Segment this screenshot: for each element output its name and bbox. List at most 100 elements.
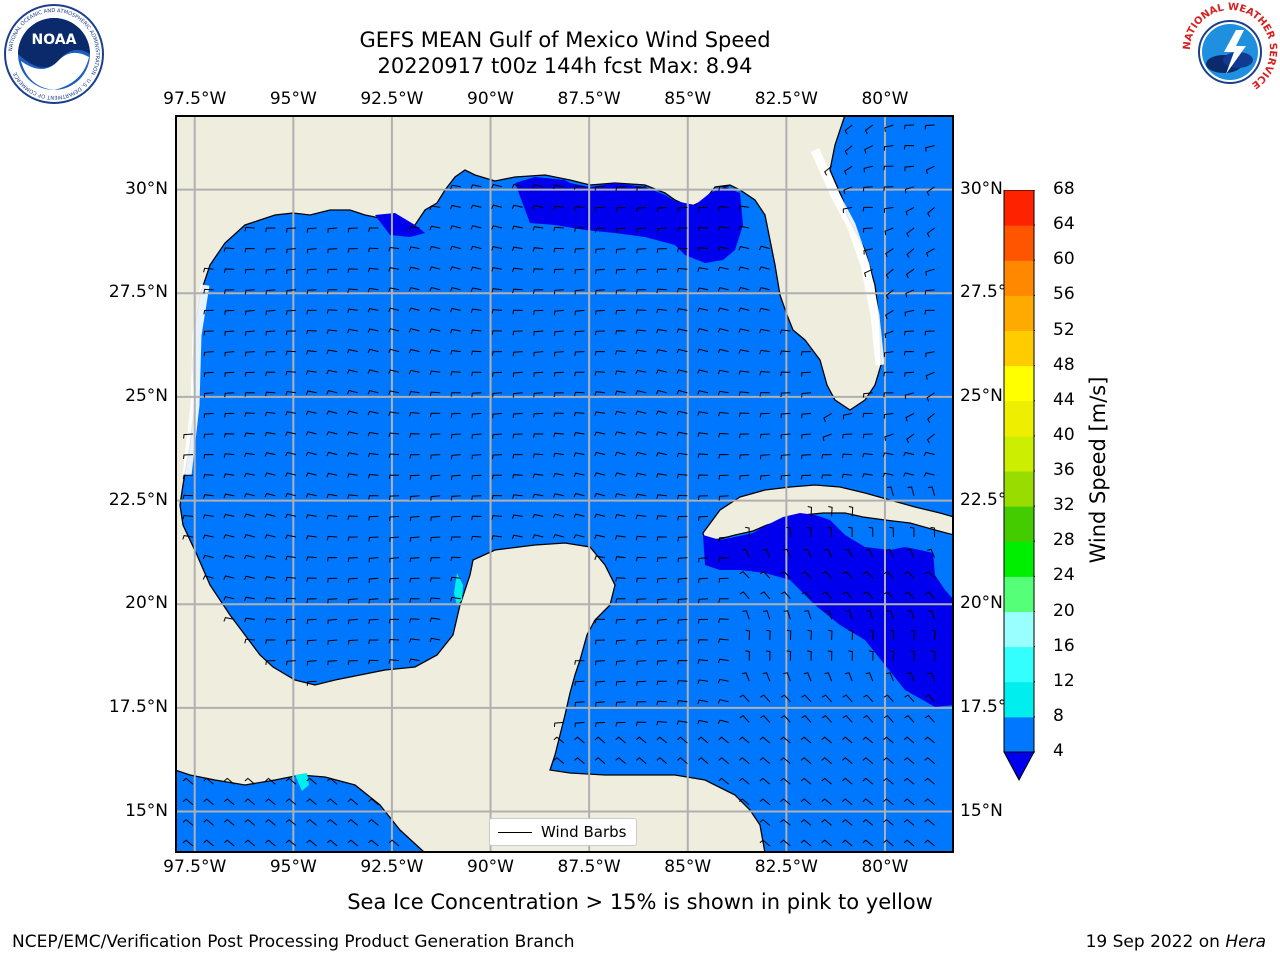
latitude-label: 27.5°N bbox=[108, 282, 168, 303]
wind-barb bbox=[636, 701, 647, 706]
wind-barb bbox=[925, 591, 935, 600]
wind-barb bbox=[636, 289, 647, 294]
wind-barb bbox=[862, 206, 873, 212]
wind-barb bbox=[930, 526, 936, 538]
wind-barb bbox=[926, 227, 935, 238]
wind-barb bbox=[803, 672, 812, 682]
wind-barb bbox=[326, 410, 338, 415]
wind-barb bbox=[285, 431, 297, 436]
wind-barb bbox=[780, 839, 791, 847]
wind-barb bbox=[388, 348, 400, 354]
wind-barb bbox=[889, 526, 894, 538]
wind-barb bbox=[430, 474, 441, 480]
wind-barb bbox=[450, 184, 461, 190]
wind-barb bbox=[926, 548, 936, 558]
wind-barb bbox=[182, 798, 194, 806]
wind-barb bbox=[676, 700, 688, 705]
wind-barb bbox=[327, 618, 338, 625]
wind-barb bbox=[224, 371, 235, 377]
wind-barb bbox=[925, 268, 935, 276]
wind-barb bbox=[203, 474, 214, 479]
wind-barb bbox=[821, 715, 832, 723]
wind-barb bbox=[614, 514, 626, 519]
wind-barb bbox=[511, 183, 523, 189]
wind-barb bbox=[532, 473, 544, 479]
wind-barb bbox=[863, 392, 873, 398]
wind-barb bbox=[762, 672, 771, 682]
wind-barb bbox=[615, 248, 626, 254]
wind-barb bbox=[574, 391, 585, 397]
wind-barb bbox=[697, 719, 709, 725]
wind-barb bbox=[841, 818, 853, 826]
wind-barb bbox=[738, 391, 750, 396]
wind-barb bbox=[801, 412, 812, 419]
wind-barb bbox=[717, 246, 729, 251]
wind-barb bbox=[470, 308, 482, 314]
wind-barb bbox=[429, 328, 441, 333]
wind-barb bbox=[801, 715, 812, 723]
wind-barb bbox=[615, 186, 626, 191]
wind-barb bbox=[907, 486, 915, 496]
wind-barb bbox=[783, 610, 791, 620]
wind-barb bbox=[759, 736, 771, 744]
wind-barb bbox=[491, 183, 503, 189]
wind-barb bbox=[885, 309, 894, 319]
wind-barb bbox=[532, 268, 544, 273]
wind-barb bbox=[368, 536, 379, 542]
colorbar-tick-label: 4 bbox=[1053, 741, 1064, 761]
wind-barb bbox=[306, 289, 317, 295]
wind-barb bbox=[347, 639, 358, 645]
wind-barb bbox=[904, 165, 915, 172]
wind-barb bbox=[717, 719, 729, 725]
wind-barb bbox=[843, 186, 853, 195]
wind-barb bbox=[595, 248, 606, 254]
wind-barb bbox=[450, 328, 461, 334]
wind-barb bbox=[841, 757, 853, 764]
wind-barb bbox=[552, 513, 564, 519]
wind-barb bbox=[326, 514, 338, 520]
wind-barb bbox=[594, 330, 606, 336]
wind-barb bbox=[326, 451, 338, 457]
wind-speed-8-12-patch bbox=[454, 573, 463, 605]
wind-barb bbox=[203, 453, 214, 459]
wind-barb bbox=[512, 351, 523, 357]
wind-barb bbox=[864, 124, 874, 135]
wind-barb bbox=[265, 289, 276, 295]
wind-barb bbox=[573, 452, 585, 457]
wind-barb bbox=[326, 329, 338, 334]
longitude-label: 87.5°W bbox=[557, 857, 621, 877]
wind-barb bbox=[532, 205, 544, 210]
wind-barb bbox=[244, 371, 255, 377]
wind-barb bbox=[783, 672, 791, 682]
wind-barb bbox=[409, 536, 420, 542]
wind-barb bbox=[264, 452, 276, 457]
wind-barb bbox=[533, 289, 544, 294]
wind-barb bbox=[883, 694, 894, 703]
wind-barb bbox=[285, 411, 297, 416]
wind-barb bbox=[409, 577, 420, 583]
latitude-label: 15°N bbox=[960, 800, 1003, 821]
wind-barb bbox=[758, 245, 770, 251]
wind-barb bbox=[451, 474, 461, 481]
wind-barb bbox=[905, 206, 915, 216]
wind-barb bbox=[574, 330, 585, 336]
wind-barb bbox=[244, 452, 255, 458]
wind-barb bbox=[388, 390, 400, 395]
wind-barb bbox=[244, 596, 255, 602]
longitude-label: 85°W bbox=[664, 857, 712, 877]
wind-barb bbox=[864, 145, 874, 154]
wind-barb bbox=[801, 371, 812, 377]
wind-barb bbox=[285, 451, 297, 457]
wind-barb bbox=[408, 658, 420, 663]
wind-barb bbox=[738, 736, 750, 744]
wind-barb bbox=[904, 591, 915, 600]
wind-barb bbox=[883, 757, 894, 764]
wind-barb bbox=[786, 629, 792, 641]
gulf-of-mexico-map bbox=[175, 115, 954, 853]
wind-barb bbox=[326, 777, 338, 785]
wind-barb bbox=[780, 433, 791, 439]
wind-barb bbox=[471, 433, 482, 439]
wind-barb bbox=[408, 328, 420, 333]
wind-barb bbox=[429, 391, 441, 397]
wind-barb bbox=[533, 351, 544, 357]
